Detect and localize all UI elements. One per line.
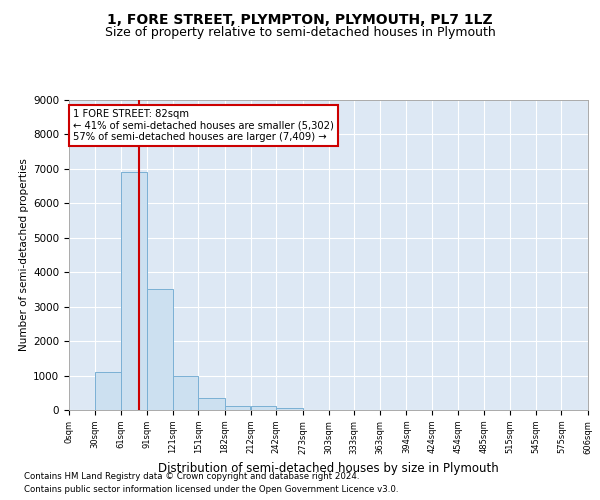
Bar	[147, 290, 173, 410]
Text: Contains HM Land Registry data © Crown copyright and database right 2024.: Contains HM Land Registry data © Crown c…	[24, 472, 359, 481]
Text: Size of property relative to semi-detached houses in Plymouth: Size of property relative to semi-detach…	[104, 26, 496, 39]
Text: 1 FORE STREET: 82sqm
← 41% of semi-detached houses are smaller (5,302)
57% of se: 1 FORE STREET: 82sqm ← 41% of semi-detac…	[73, 108, 334, 142]
Bar	[95, 372, 121, 410]
Bar	[199, 398, 225, 410]
Bar	[173, 376, 198, 410]
Y-axis label: Number of semi-detached properties: Number of semi-detached properties	[19, 158, 29, 352]
Bar	[277, 408, 302, 410]
Bar	[251, 406, 276, 410]
X-axis label: Distribution of semi-detached houses by size in Plymouth: Distribution of semi-detached houses by …	[158, 462, 499, 475]
Bar	[121, 172, 147, 410]
Text: Contains public sector information licensed under the Open Government Licence v3: Contains public sector information licen…	[24, 485, 398, 494]
Bar	[225, 406, 250, 410]
Text: 1, FORE STREET, PLYMPTON, PLYMOUTH, PL7 1LZ: 1, FORE STREET, PLYMPTON, PLYMOUTH, PL7 …	[107, 12, 493, 26]
